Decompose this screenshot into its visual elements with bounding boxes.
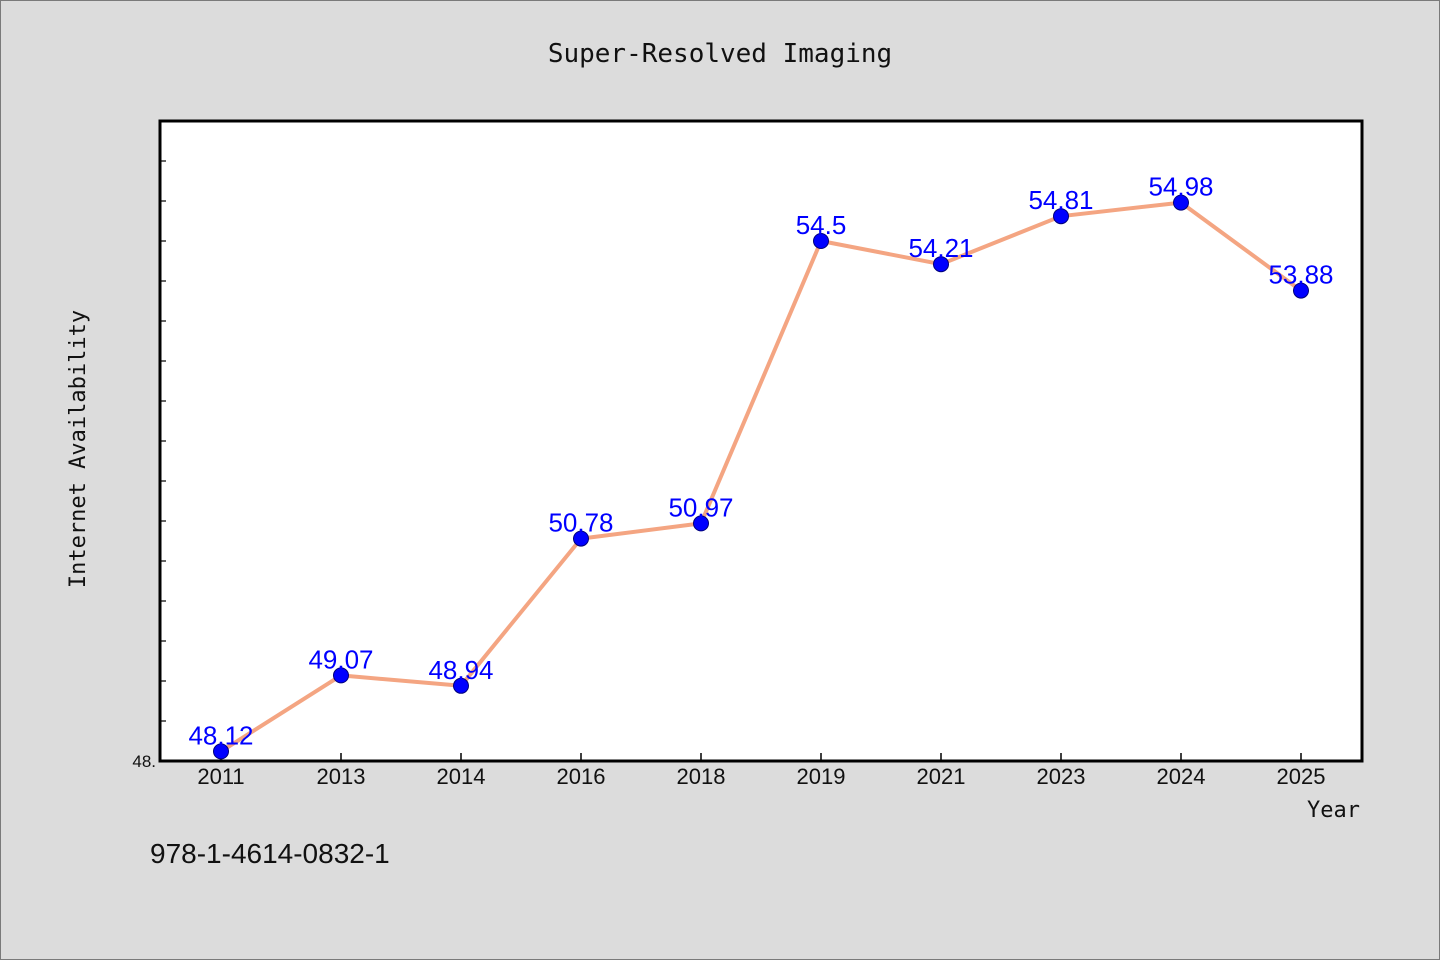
x-tick-label: 2018 (677, 764, 726, 789)
data-label: 50.97 (668, 492, 733, 522)
x-tick-labels: 2011 2013 2014 2016 2018 2019 2021 2023 2024 2025 (197, 764, 1325, 789)
data-point (813, 233, 829, 249)
data-label: 54.81 (1028, 185, 1093, 215)
plot-area (160, 121, 1362, 761)
series-line (219, 200, 1303, 754)
data-point (693, 515, 709, 532)
data-point (1293, 282, 1309, 299)
isbn-caption: 978-1-4614-0832-1 (150, 838, 390, 869)
data-labels: 48.12 49.07 48.94 50.78 50.97 54.5 54.21 54.81 5… (188, 172, 1333, 751)
data-label: 49.07 (308, 644, 373, 674)
data-label: 48.12 (188, 720, 253, 750)
data-label: 53.88 (1268, 260, 1333, 290)
data-point (1173, 194, 1189, 211)
data-label: 54.5 (796, 210, 847, 240)
data-point (213, 743, 229, 760)
x-tick-label: 2011 (197, 764, 244, 789)
data-point (333, 667, 349, 684)
data-point (933, 256, 949, 273)
plot-border (158, 119, 1364, 763)
series-markers (213, 194, 1309, 760)
x-tick-label: 2024 (1157, 764, 1206, 789)
x-tick-label: 2014 (437, 764, 486, 789)
data-point (1053, 208, 1069, 225)
y-tick-labels: 48. (132, 752, 156, 771)
data-label: 48.94 (428, 655, 493, 685)
y-tick-label: 48. (132, 752, 156, 771)
data-label: 50.78 (548, 508, 613, 538)
x-tick-label: 2023 (1037, 764, 1086, 789)
data-point (573, 530, 589, 547)
x-tick-label: 2021 (917, 764, 966, 789)
y-axis-label: Internet Availability (66, 310, 91, 588)
x-tick-label: 2025 (1277, 764, 1326, 789)
data-point (453, 677, 469, 694)
data-label: 54.21 (908, 233, 973, 263)
chart-title: Super-Resolved Imaging (548, 39, 892, 69)
x-tick-label: 2019 (797, 764, 846, 789)
x-tick-label: 2016 (557, 764, 606, 789)
x-axis-label: Year (1307, 798, 1360, 823)
data-label: 54.98 (1148, 172, 1213, 202)
x-tick-label: 2013 (317, 764, 366, 789)
